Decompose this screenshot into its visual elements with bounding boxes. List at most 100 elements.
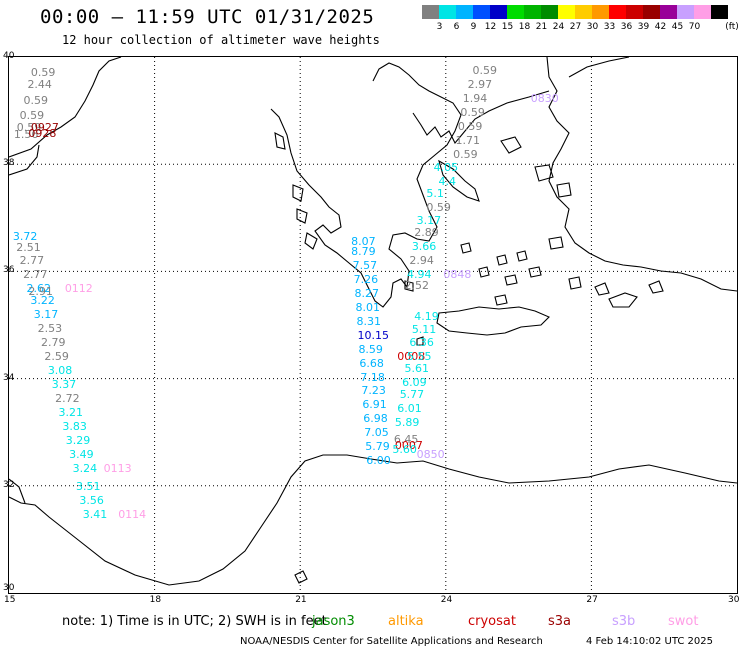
color-scale-swatch — [643, 5, 660, 19]
color-scale-swatch — [677, 5, 694, 19]
wave-height-label: 6.01 — [397, 402, 422, 416]
wave-height-label: 7.26 — [353, 272, 379, 286]
wave-height-label: 2.59 — [44, 350, 69, 364]
color-scale-label: 45 — [671, 22, 684, 32]
wave-height-label: 7.57 — [352, 259, 378, 273]
wave-height-label: 3.66 — [411, 239, 437, 253]
color-scale-label: 21 — [535, 22, 548, 32]
wave-height-label: 3.37 — [51, 378, 77, 392]
wave-height-label: 0007 — [394, 438, 423, 452]
wave-height-label: 1.56 — [13, 127, 39, 141]
wave-height-label: 5.61 — [404, 361, 430, 375]
wave-height-label: 0.59 — [23, 93, 49, 107]
longitude-tick-label: 24 — [440, 595, 453, 605]
legend-item-s3a: s3a — [548, 614, 572, 629]
color-scale-label: 33 — [603, 22, 616, 32]
color-scale-label: 18 — [518, 22, 531, 32]
wave-height-label: 2.89 — [414, 225, 439, 239]
graticule — [9, 57, 737, 593]
footnote: note: 1) Time is in UTC; 2) SWH is in fe… — [62, 614, 327, 629]
wave-height-label: 2.51 — [16, 240, 41, 254]
wave-height-label: 3.83 — [62, 419, 87, 433]
latitude-tick-label: 36 — [3, 265, 15, 276]
wave-height-label: 8.01 — [355, 300, 381, 314]
color-scale-swatch — [507, 5, 524, 19]
generated-timestamp: 4 Feb 14:10:02 UTC 2025 — [586, 636, 713, 647]
wave-height-label: 7.05 — [364, 426, 389, 440]
map-panel: 0.59 2.44 0.59 0.59 0.59 1.56 0927 0928 3.72 2.51… — [8, 56, 738, 594]
color-scale-label: 12 — [484, 22, 497, 32]
wave-height-label: 8.07 — [351, 235, 376, 249]
wave-height-label: 4.4 — [438, 175, 457, 189]
wave-height-label: 2.72 — [55, 391, 80, 405]
color-scale-swatch — [660, 5, 677, 19]
legend-item-altika: altika — [388, 614, 424, 629]
wave-height-label: 6.91 — [362, 398, 387, 412]
legend-item-swot: swot — [668, 614, 699, 629]
wave-height-label: 7.23 — [361, 384, 386, 398]
latitude-tick-label: 38 — [3, 158, 15, 169]
wave-height-label: 3.21 — [58, 405, 84, 419]
wave-height-label: 3.29 — [65, 433, 91, 447]
legend-item-s3b: s3b — [612, 614, 636, 629]
wave-height-label: 0008 — [397, 349, 426, 363]
wave-height-label: 10.15 — [357, 328, 389, 342]
color-scale-label: 15 — [501, 22, 514, 32]
wave-height-label: 0928 — [28, 127, 57, 141]
wave-height-label: 0.59 — [30, 66, 56, 80]
longitude-tick-label: 15 — [4, 595, 16, 605]
longitude-tick-label: 18 — [149, 595, 162, 605]
wave-height-label: 1.94 — [462, 91, 488, 105]
wave-height-label: 6.00 — [366, 454, 391, 468]
color-scale-swatch — [456, 5, 473, 19]
wave-height-label: 0.59 — [460, 105, 485, 119]
wave-height-label: 0.59 — [16, 121, 42, 135]
wave-height-label: 0.59 — [19, 108, 45, 122]
credit-line: NOAA/NESDIS Center for Satellite Applica… — [240, 636, 543, 647]
wave-height-label: 2.91 — [28, 284, 53, 298]
wave-height-label: 0114 — [118, 508, 147, 522]
wave-height-label: 1.71 — [455, 133, 481, 147]
wave-height-label: 0113 — [103, 461, 132, 475]
color-scale-swatch — [422, 5, 439, 19]
color-scale-swatch — [524, 5, 541, 19]
color-scale-swatch — [541, 5, 558, 19]
coastlines — [9, 57, 737, 586]
wave-height-label: 4.05 — [433, 161, 459, 175]
wave-height-label: 0.59 — [426, 201, 451, 215]
wave-height-label: 0.59 — [453, 147, 478, 161]
wave-height-label: 0850 — [416, 448, 445, 462]
wave-height-label: 5.89 — [394, 416, 420, 430]
color-scale-label: 6 — [453, 22, 460, 32]
color-scale-swatch — [439, 5, 456, 19]
color-scale-label: 3 — [436, 22, 443, 32]
wave-height-label: 5.1 — [426, 187, 444, 201]
color-scale-swatch — [558, 5, 575, 19]
color-scale-label: 27 — [569, 22, 582, 32]
wave-height-label: 2.53 — [37, 322, 63, 336]
wave-height-label: 5.11 — [411, 322, 437, 336]
wave-height-label: 3.08 — [47, 364, 73, 378]
wave-height-label: 4.94 — [406, 267, 432, 281]
wave-height-label: 6.68 — [359, 356, 384, 370]
wave-height-label: 2.52 — [404, 279, 430, 293]
wave-height-label: 3.17 — [33, 308, 59, 322]
wave-height-label: 0927 — [30, 121, 59, 135]
latitude-tick-label: 32 — [3, 479, 15, 490]
map-title: 00:00 — 11:59 UTC 01/31/2025 — [40, 6, 375, 28]
wave-height-label: 0830 — [530, 91, 559, 105]
wave-height-label: 2.62 — [26, 281, 51, 295]
color-scale-swatch — [473, 5, 490, 19]
latitude-tick-label: 40 — [3, 51, 15, 61]
wave-height-label: 2.77 — [19, 253, 45, 267]
wave-height-label: 5.79 — [365, 440, 390, 454]
wave-height-label: 0.59 — [472, 63, 497, 77]
wave-height-label: 8.59 — [358, 342, 383, 356]
wave-height-label: 3.72 — [12, 230, 38, 244]
latitude-tick-label: 34 — [3, 372, 15, 383]
wave-height-label: 3.41 — [82, 508, 108, 522]
color-scale-label: 30 — [586, 22, 599, 32]
map-subtitle: 12 hour collection of altimeter wave hei… — [62, 33, 380, 47]
wave-height-label: 2.77 — [23, 267, 48, 281]
wave-height-label: 3.17 — [416, 214, 442, 228]
